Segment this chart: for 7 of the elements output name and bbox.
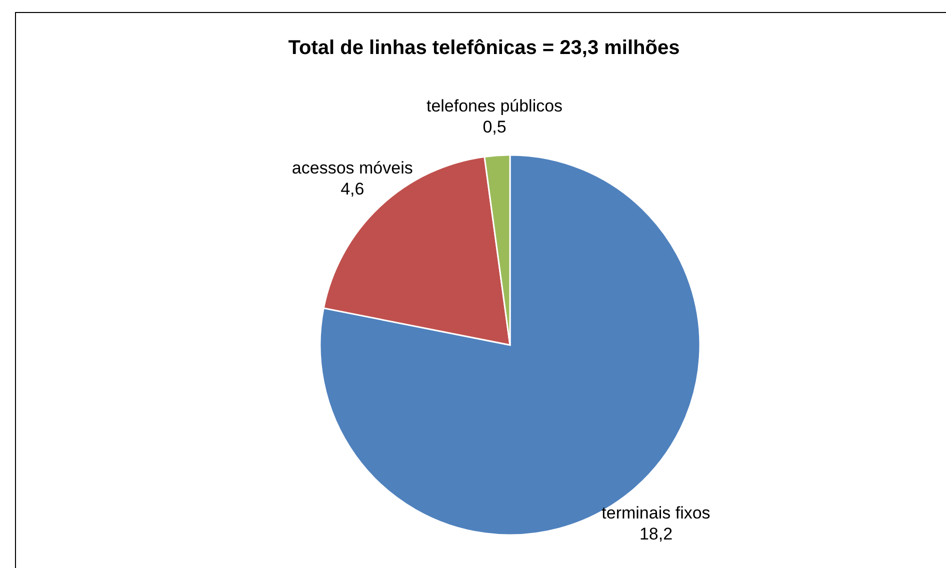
data-label: 4,6 <box>340 180 364 199</box>
data-label: 18,2 <box>639 524 673 544</box>
slice-label: telefones públicos <box>426 96 563 116</box>
data-label: 0,5 <box>482 118 506 137</box>
chart-title: Total de linhas telefônicas = 23,3 milhões <box>288 37 680 59</box>
slice-label: acessos móveis <box>292 158 413 178</box>
slice-label: terminais fixos <box>602 504 710 523</box>
